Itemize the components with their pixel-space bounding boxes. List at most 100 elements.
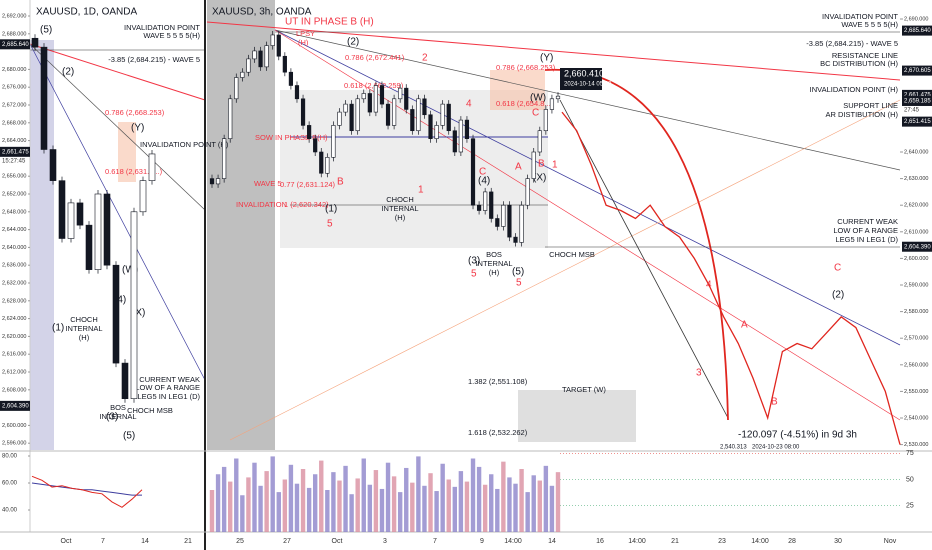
candle — [85, 224, 93, 270]
y-tick-label: 2,680.000 — [2, 67, 26, 73]
y-tick-label: 2,656.000 — [2, 174, 26, 180]
time-label: 25 — [236, 538, 244, 545]
volume-bar — [209, 490, 215, 532]
candle — [398, 87, 403, 100]
candle — [270, 34, 275, 46]
volume-bar — [549, 485, 555, 532]
candle — [355, 98, 360, 132]
trend-line — [29, 43, 206, 211]
y-tick-label: 2,612.000 — [2, 369, 26, 375]
volume-bar — [482, 484, 488, 532]
volume-bar — [221, 466, 227, 532]
price-badge — [902, 65, 932, 76]
note: LEG5 IN LEG1 (D) — [835, 235, 898, 244]
countdown: 15:27:45 — [2, 158, 26, 164]
fib-label: 0.618 (2,654.8...) — [496, 99, 554, 108]
candle — [416, 98, 421, 132]
volume-bar — [543, 465, 549, 532]
candle — [470, 138, 476, 206]
wave-label: (W) — [530, 93, 546, 104]
countdown: 27:45 — [904, 108, 920, 114]
price-badge-label: 2,661.475 — [2, 149, 29, 155]
wave-label: 1 — [418, 185, 424, 196]
note: RESISTANCE LINE — [832, 51, 898, 60]
volume-bar — [306, 487, 312, 532]
wave-label: (Y) — [131, 123, 144, 134]
symbol: XAUUSD, 1D, OANDA — [36, 7, 137, 18]
wave-label: (X) — [132, 308, 145, 319]
wave-label: (1) — [325, 204, 337, 215]
candle — [307, 125, 312, 140]
y-tick-label: 2,648.000 — [2, 209, 26, 215]
candle — [519, 204, 524, 243]
time-label: 14:00 — [504, 538, 522, 545]
wave-label: B — [771, 397, 778, 408]
candle — [276, 34, 281, 57]
y-tick-label: 2,590.000 — [904, 282, 928, 288]
volume-bar — [397, 492, 403, 532]
candle — [313, 138, 318, 153]
y-tick-label: 2,610.000 — [904, 229, 928, 235]
wave-label: (5) — [40, 25, 52, 36]
volume-bar — [458, 471, 464, 532]
note: INTERNAL — [475, 259, 512, 268]
volume-bar — [215, 474, 221, 532]
time-label: Nov — [884, 538, 897, 545]
time-label: 21 — [671, 538, 679, 545]
volume-bar — [489, 474, 494, 532]
fib-label: 1 (2,620.342) — [284, 200, 329, 209]
candle — [337, 111, 342, 126]
volume-bar — [555, 472, 561, 532]
y-tick-label: 2,540.000 — [904, 415, 928, 421]
wave-label: (2) — [832, 290, 844, 301]
measure: 2024-10-23 08:00 — [752, 445, 800, 451]
candle — [319, 151, 324, 174]
candle — [404, 87, 409, 110]
target-box — [518, 390, 636, 442]
time-label: 7 — [433, 538, 437, 545]
y-tick-label: 2,530.000 — [904, 442, 928, 448]
note: SUPPORT LINE — [843, 101, 898, 110]
candle — [446, 103, 451, 132]
volume-bar — [422, 485, 427, 532]
time-label: 7 — [101, 538, 105, 545]
volume-bar — [428, 473, 433, 532]
volume-bar — [228, 481, 233, 532]
note: INVALIDATION POINT (H) — [140, 140, 229, 149]
note: LOW OF A RANGE — [135, 383, 200, 392]
candle — [361, 93, 366, 100]
y-tick-label: 2,668.000 — [2, 120, 26, 126]
candle — [58, 180, 66, 239]
volume-bar — [252, 462, 257, 532]
volume-bar — [240, 495, 245, 532]
candle — [543, 109, 548, 132]
volume-bar — [367, 484, 373, 532]
tooltip — [560, 68, 602, 90]
y-tick-label: 2,690.000 — [904, 16, 928, 22]
y-tick-label: 2,580.000 — [904, 309, 928, 315]
y-tick-label: 2,688.000 — [2, 31, 26, 37]
wave-label: (X) — [533, 173, 546, 184]
price-badge — [902, 95, 932, 106]
y-tick-label: 2,632.000 — [2, 280, 26, 286]
candle — [31, 37, 39, 48]
symbol: XAUUSD, 3h, OANDA — [212, 7, 312, 18]
volume-bar — [349, 494, 354, 532]
wave-label: (1) — [52, 323, 64, 334]
trend-line — [29, 43, 206, 381]
volume-bar — [282, 479, 288, 532]
note: WAVE 5 — [254, 179, 282, 188]
note: -3.85 (2,684.215) - WAVE 5 — [108, 55, 200, 64]
fib-zone — [490, 70, 545, 110]
note: INVALIDATION POINT (H) — [810, 85, 899, 94]
tooltip-date: 2024-10-14 05:00 — [564, 82, 612, 88]
candle — [40, 46, 48, 150]
y-tick-label: 2,692.000 — [2, 13, 26, 19]
time-label: 21 — [184, 538, 192, 545]
wave-label: (W) — [122, 265, 138, 276]
candle — [331, 125, 336, 158]
volume-bar — [300, 469, 306, 532]
candle — [452, 130, 457, 153]
note: -3.85 (2,684.215) - WAVE 5 — [806, 39, 898, 48]
candle — [222, 138, 227, 179]
